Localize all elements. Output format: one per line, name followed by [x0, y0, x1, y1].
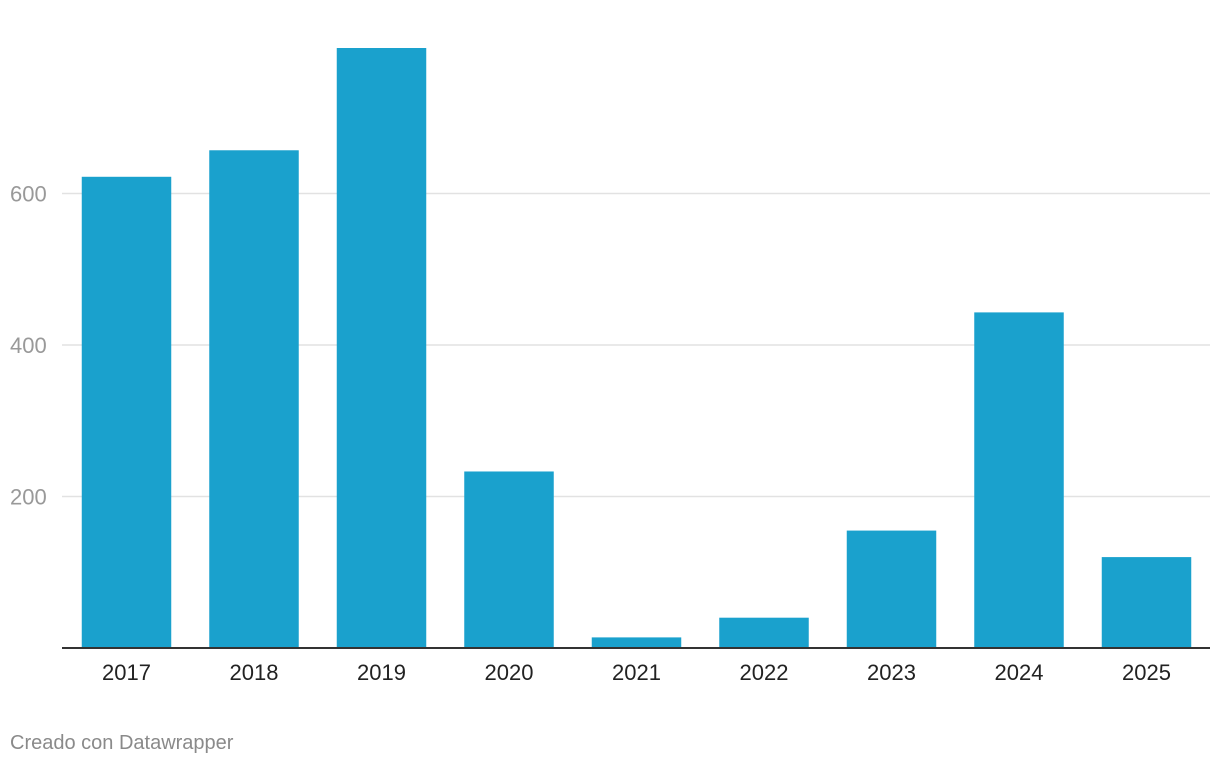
bar-2020: [464, 471, 554, 648]
x-tick-label-2020: 2020: [485, 660, 534, 685]
x-tick-label-2018: 2018: [230, 660, 279, 685]
bar-2022: [719, 617, 809, 648]
x-tick-label-2019: 2019: [357, 660, 406, 685]
datawrapper-credit: Creado con Datawrapper: [10, 732, 234, 754]
bar-2021: [591, 637, 682, 648]
bar-2024: [974, 312, 1064, 648]
x-tick-label-2021: 2021: [612, 660, 661, 685]
y-tick-label-200: 200: [10, 484, 47, 509]
bar-2023: [846, 530, 937, 648]
y-tick-label-600: 600: [10, 181, 47, 206]
bar-2019: [336, 48, 427, 648]
bar-2025: [1101, 557, 1192, 648]
bar-2018: [209, 150, 299, 649]
bar-2017: [81, 176, 172, 648]
x-tick-label-2022: 2022: [740, 660, 789, 685]
x-axis-tick-labels: 2017 2018 2019 2020 2021 2022 2023 2024 2025: [102, 660, 1171, 685]
x-tick-label-2024: 2024: [995, 660, 1044, 685]
y-axis-tick-labels: 200 400 600: [10, 181, 47, 509]
y-tick-label-400: 400: [10, 333, 47, 358]
bars: [81, 48, 1192, 649]
x-tick-label-2017: 2017: [102, 660, 151, 685]
x-tick-label-2025: 2025: [1122, 660, 1171, 685]
x-tick-label-2023: 2023: [867, 660, 916, 685]
